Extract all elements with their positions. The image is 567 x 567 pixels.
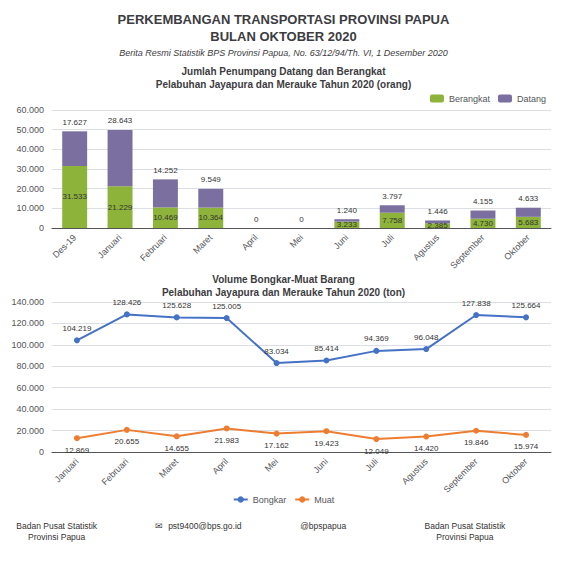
svg-text:Badan Pusat Statistik: Badan Pusat Statistik bbox=[16, 521, 98, 531]
svg-text:April: April bbox=[240, 232, 260, 252]
svg-text:10.364: 10.364 bbox=[199, 213, 224, 222]
svg-text:12.869: 12.869 bbox=[65, 446, 90, 455]
svg-text:31.533: 31.533 bbox=[62, 192, 87, 201]
svg-text:9.549: 9.549 bbox=[201, 175, 222, 184]
svg-text:83.034: 83.034 bbox=[264, 347, 289, 356]
svg-text:21.229: 21.229 bbox=[108, 203, 133, 212]
svg-text:21.983: 21.983 bbox=[214, 436, 239, 445]
svg-text:60.000: 60.000 bbox=[16, 383, 44, 393]
svg-text:Maret: Maret bbox=[191, 232, 215, 256]
svg-text:Volume Bongkar-Muat Barang: Volume Bongkar-Muat Barang bbox=[212, 274, 355, 285]
svg-text:Januari: Januari bbox=[96, 232, 124, 260]
svg-text:Datang: Datang bbox=[517, 94, 546, 104]
svg-text:14.420: 14.420 bbox=[414, 444, 439, 453]
svg-text:1.240: 1.240 bbox=[337, 206, 358, 215]
svg-text:Mei: Mei bbox=[288, 232, 305, 249]
svg-text:Agustus: Agustus bbox=[400, 456, 430, 486]
svg-text:4.633: 4.633 bbox=[518, 194, 539, 203]
svg-text:Maret: Maret bbox=[157, 456, 181, 480]
svg-text:20.655: 20.655 bbox=[115, 437, 140, 446]
svg-text:Pelabuhan Jayapura dan Merauke: Pelabuhan Jayapura dan Merauke Tahun 202… bbox=[156, 79, 411, 90]
svg-text:125.628: 125.628 bbox=[162, 301, 191, 310]
svg-text:September: September bbox=[448, 232, 486, 270]
svg-text:50.000: 50.000 bbox=[16, 125, 44, 135]
svg-text:7.758: 7.758 bbox=[382, 216, 403, 225]
svg-text:0: 0 bbox=[254, 215, 259, 224]
svg-text:14.655: 14.655 bbox=[165, 444, 190, 453]
svg-text:4.730: 4.730 bbox=[473, 219, 494, 228]
svg-text:BULAN OKTOBER 2020: BULAN OKTOBER 2020 bbox=[210, 29, 356, 44]
svg-text:@bpspapua: @bpspapua bbox=[300, 521, 346, 531]
svg-text:85.414: 85.414 bbox=[314, 344, 339, 353]
svg-text:5.683: 5.683 bbox=[518, 218, 539, 227]
svg-text:20.000: 20.000 bbox=[16, 184, 44, 194]
svg-text:17.162: 17.162 bbox=[264, 441, 289, 450]
svg-text:100.000: 100.000 bbox=[11, 340, 44, 350]
svg-text:128.426: 128.426 bbox=[112, 298, 141, 307]
svg-text:Berangkat: Berangkat bbox=[449, 94, 491, 104]
svg-text:0: 0 bbox=[299, 215, 304, 224]
svg-text:30.000: 30.000 bbox=[16, 164, 44, 174]
svg-text:Bongkar: Bongkar bbox=[253, 495, 287, 505]
svg-text:Januari: Januari bbox=[53, 456, 81, 484]
svg-text:Juli: Juli bbox=[363, 456, 380, 473]
svg-text:17.627: 17.627 bbox=[62, 118, 87, 127]
svg-text:Oktober: Oktober bbox=[502, 232, 532, 262]
svg-text:1.446: 1.446 bbox=[428, 207, 449, 216]
svg-text:Badan Pusat Statistik: Badan Pusat Statistik bbox=[425, 521, 507, 531]
svg-text:60.000: 60.000 bbox=[16, 105, 44, 115]
svg-text:10.000: 10.000 bbox=[16, 203, 44, 213]
svg-text:10.469: 10.469 bbox=[153, 213, 178, 222]
svg-text:4.155: 4.155 bbox=[473, 197, 494, 206]
svg-text:19.423: 19.423 bbox=[314, 439, 339, 448]
svg-text:28.643: 28.643 bbox=[108, 116, 133, 125]
svg-text:Pelabuhan Jayapura dan Merauke: Pelabuhan Jayapura dan Merauke Tahun 202… bbox=[162, 287, 405, 298]
svg-text:Muat: Muat bbox=[314, 495, 335, 505]
svg-text:40.000: 40.000 bbox=[16, 404, 44, 414]
svg-text:3.797: 3.797 bbox=[382, 192, 403, 201]
svg-text:19.846: 19.846 bbox=[464, 438, 489, 447]
svg-text:0: 0 bbox=[39, 223, 44, 233]
svg-text:Jumlah Penumpang Datang dan Be: Jumlah Penumpang Datang dan Berangkat bbox=[182, 66, 387, 77]
svg-text:3.233: 3.233 bbox=[337, 220, 358, 229]
svg-text:Juli: Juli bbox=[379, 232, 396, 249]
svg-text:96.048: 96.048 bbox=[414, 333, 439, 342]
svg-text:Oktober: Oktober bbox=[500, 456, 530, 486]
svg-text:Berita Resmi Statistik BPS Pro: Berita Resmi Statistik BPS Provinsi Papu… bbox=[119, 48, 448, 58]
svg-text:Februari: Februari bbox=[138, 232, 169, 263]
svg-text:Provinsi Papua: Provinsi Papua bbox=[436, 532, 493, 542]
svg-text:Juni: Juni bbox=[311, 456, 330, 475]
svg-text:125.005: 125.005 bbox=[212, 302, 241, 311]
svg-text:PERKEMBANGAN TRANSPORTASI PROV: PERKEMBANGAN TRANSPORTASI PROVINSI PAPUA bbox=[118, 12, 450, 27]
svg-text:125.664: 125.664 bbox=[512, 301, 541, 310]
svg-text:20.000: 20.000 bbox=[16, 426, 44, 436]
svg-text:Des-19: Des-19 bbox=[51, 232, 79, 260]
svg-text:April: April bbox=[210, 456, 230, 476]
svg-text:14.252: 14.252 bbox=[153, 166, 178, 175]
svg-text:Agustus: Agustus bbox=[411, 232, 441, 262]
svg-text:15.974: 15.974 bbox=[514, 442, 539, 451]
svg-text:120.000: 120.000 bbox=[11, 318, 44, 328]
svg-text:80.000: 80.000 bbox=[16, 361, 44, 371]
svg-text:140.000: 140.000 bbox=[11, 297, 44, 307]
svg-text:0: 0 bbox=[39, 447, 44, 457]
svg-text:Mei: Mei bbox=[263, 456, 280, 473]
svg-text:12.049: 12.049 bbox=[364, 447, 389, 456]
svg-text:94.369: 94.369 bbox=[364, 334, 389, 343]
svg-text:Provinsi Papua: Provinsi Papua bbox=[28, 532, 85, 542]
svg-text:Juni: Juni bbox=[332, 232, 351, 251]
svg-text:2.385: 2.385 bbox=[428, 221, 449, 230]
svg-text:104.219: 104.219 bbox=[62, 324, 91, 333]
svg-text:Februari: Februari bbox=[100, 456, 131, 487]
svg-text:40.000: 40.000 bbox=[16, 144, 44, 154]
svg-text:✉ pst9400@bps.go.id: ✉ pst9400@bps.go.id bbox=[155, 521, 241, 531]
svg-text:September: September bbox=[442, 456, 480, 494]
svg-text:127.838: 127.838 bbox=[462, 299, 491, 308]
